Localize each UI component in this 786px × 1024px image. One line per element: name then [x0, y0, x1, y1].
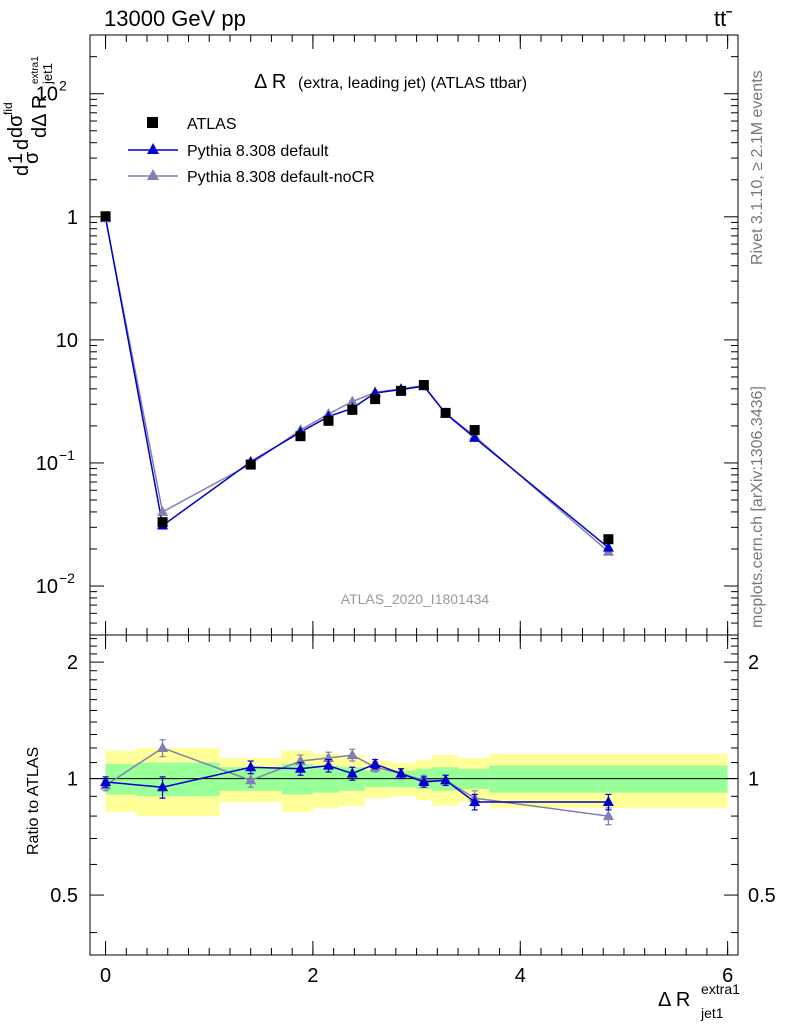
mcplots-label: mcplots.cern.ch [arXiv:1306.3436]	[749, 386, 766, 628]
x-axis-label-sub: jet1	[700, 1005, 724, 1021]
ratio-point-2-1	[157, 741, 169, 752]
ratio-point-1-11	[602, 795, 614, 806]
plot-title: Δ R (extra, leading jet) (ATLAS ttbar)	[254, 71, 527, 93]
ylabel-denom: dΔ R	[29, 95, 51, 138]
rivet-label: Rivet 3.1.10, ≥ 2.1M events	[749, 70, 766, 265]
legend-label-atlas: ATLAS	[187, 116, 237, 133]
ratio-plot-marks	[100, 739, 614, 826]
ylabel-d1: d	[11, 165, 33, 176]
ylabel-fid: fid	[1, 102, 15, 115]
x-axis-label-main: Δ R	[658, 989, 690, 1011]
atlas-point-9	[440, 407, 451, 418]
header-right: tt ̄	[714, 6, 732, 31]
ratio-point-1-4	[322, 759, 334, 770]
atlas-point-0	[100, 211, 111, 222]
x-tick-label-0: 0	[100, 965, 111, 987]
ratio-point-2-5	[346, 749, 358, 760]
header-right-bar: ̄	[726, 10, 732, 13]
main-plot-marks	[100, 211, 614, 556]
atlas-point-3	[295, 431, 306, 442]
ylabel-sigma: σ	[21, 151, 43, 164]
plot-title-main: Δ R	[254, 71, 286, 93]
analysis-watermark: ATLAS_2020_I1801434	[341, 591, 490, 607]
inner-band-1	[136, 762, 220, 797]
x-tick-label-1: 2	[307, 965, 318, 987]
atlas-point-6	[370, 394, 381, 405]
x-axis-label-sup: extra1	[701, 981, 740, 997]
series-line-2	[104, 218, 609, 553]
ratio-y-tick-label-1: 1	[67, 769, 78, 791]
x-tick-label-2: 4	[515, 965, 526, 987]
x-axis-label: Δ R extra1 jet1	[658, 981, 740, 1021]
inner-band-4	[312, 765, 339, 793]
ylabel-extra1: extra1	[30, 56, 41, 84]
ylabel-jet1: jet1	[40, 63, 55, 85]
ratio-plot-frame	[89, 634, 739, 956]
atlas-point-1	[157, 517, 168, 528]
ylabel-one: 1	[5, 153, 27, 164]
atlas-point-11	[603, 534, 614, 545]
ratio-y-tick-label-right-2: 0.5	[748, 885, 776, 907]
ylabel-d2: d	[11, 139, 33, 150]
ratio-point-1-7	[395, 767, 407, 778]
header-right-main: tt	[714, 6, 726, 31]
atlas-point-8	[418, 379, 429, 390]
inner-band-11	[489, 765, 728, 793]
legend-label-nocr: Pythia 8.308 default-noCR	[187, 169, 375, 186]
series-line-1	[104, 217, 609, 549]
ylabel-sigma-top: dσ	[5, 114, 27, 138]
legend: ATLAS Pythia 8.308 default Pythia 8.308 …	[128, 116, 375, 186]
legend-marker-atlas	[147, 117, 158, 128]
ratio-point-2-11	[602, 810, 614, 821]
ratio-point-1-9	[440, 774, 452, 785]
main-ylabel: d 1 σ d dσ fid dΔ R jet1 extra1	[1, 56, 55, 176]
main-y-tick-exp-3: −1	[59, 447, 75, 463]
atlas-point-2	[245, 459, 256, 470]
legend-marker-default	[147, 143, 159, 154]
atlas-point-5	[347, 404, 358, 415]
main-y-tick-exp-4: −2	[59, 570, 75, 586]
header-left: 13000 GeV pp	[104, 6, 246, 31]
atlas-point-4	[323, 415, 334, 426]
ratio-point-1-0	[100, 775, 112, 786]
plot-title-sub: (extra, leading jet) (ATLAS ttbar)	[298, 75, 527, 92]
main-y-tick-exp-0: 2	[59, 78, 67, 94]
ratio-point-1-1	[157, 781, 169, 792]
ratio-point-1-10	[469, 795, 481, 806]
ratio-point-1-3	[294, 762, 306, 773]
main-y-tick-label-0: 10	[36, 84, 58, 106]
ratio-point-1-8	[418, 775, 430, 786]
ratio-y-tick-label-right-1: 1	[748, 769, 759, 791]
ratio-y-tick-label-right-0: 2	[748, 652, 759, 674]
ratio-y-tick-label-0: 2	[67, 652, 78, 674]
series-1-point-11	[602, 541, 614, 552]
ratio-y-tick-label-2: 0.5	[50, 885, 78, 907]
x-tick-label-3: 6	[722, 965, 733, 987]
atlas-point-7	[396, 385, 407, 396]
legend-marker-nocr	[147, 169, 159, 180]
ratio-ylabel: Ratio to ATLAS	[25, 747, 42, 855]
ratio-point-1-6	[369, 758, 381, 769]
series-1-point-10	[469, 431, 481, 442]
main-y-tick-label-3: 10	[36, 453, 58, 475]
ratio-point-2-2	[245, 774, 257, 785]
ratio-point-1-5	[346, 767, 358, 778]
main-y-tick-label-1: 1	[67, 207, 78, 229]
series-2-point-5	[346, 395, 358, 406]
main-y-tick-label-2: 10	[56, 330, 78, 352]
ratio-point-1-2	[245, 761, 257, 772]
legend-label-default: Pythia 8.308 default	[187, 143, 329, 160]
atlas-point-10	[469, 425, 480, 436]
series-2-point-1	[157, 505, 169, 516]
main-y-tick-label-4: 10	[36, 576, 58, 598]
